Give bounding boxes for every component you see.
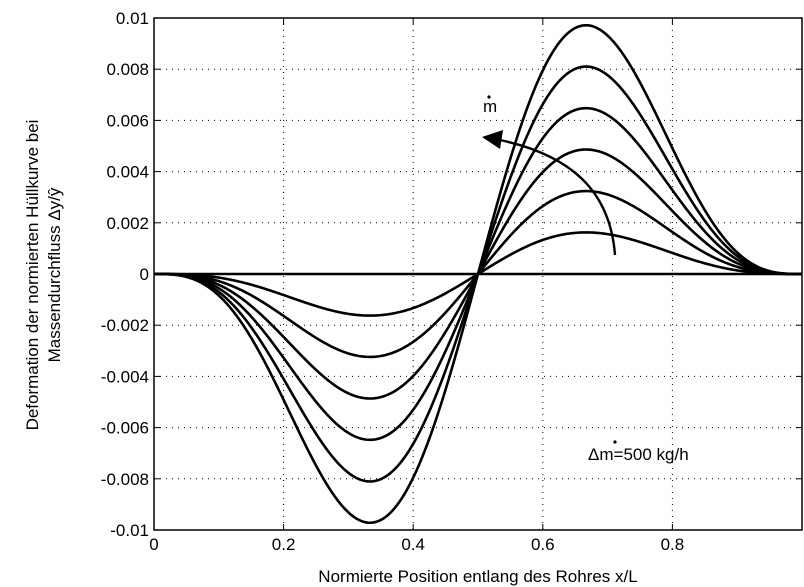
y-tick-label: -0.006 [101,419,149,438]
x-tick-label: 0.8 [661,535,685,554]
y-tick-label: 0 [140,265,149,284]
series-line-6 [154,23,802,525]
y-tick-label: -0.01 [110,521,149,540]
y-tick-labels: -0.01 -0.008 -0.006 -0.004 -0.002 0 0.002 0.004… [101,9,149,540]
y-tick-label: -0.004 [101,367,149,386]
y-tick-label: 0.006 [106,111,149,130]
x-axis-title: Normierte Position entlang des Rohres x/… [318,567,637,586]
mdot-label: m [483,97,497,116]
y-axis-title-line2: Massendurchfluss Δy/ŷ [45,187,64,362]
x-tick-labels: 0 0.2 0.4 0.6 0.8 [149,535,684,554]
x-tick-label: 0 [149,535,158,554]
y-tick-label: 0.004 [106,163,149,182]
x-tick-label: 0.2 [272,535,296,554]
mass-flow-arrow [499,138,617,256]
series-curves [154,23,802,525]
y-tick-label: -0.002 [101,316,149,335]
delta-mdot-dot [613,440,617,444]
y-tick-label: 0.002 [106,214,149,233]
y-tick-label: 0.008 [106,60,149,79]
y-axis-title-line1: Deformation der normierten Hüllkurve bei [23,120,42,431]
delta-mdot-label: Δm=500 kg/h [588,445,689,464]
x-tick-label: 0.4 [401,535,425,554]
y-tick-label: -0.008 [101,470,149,489]
x-tick-label: 0.6 [531,535,555,554]
axis-ticks [153,17,802,531]
mdot-dot [487,95,491,99]
mass-flow-arrowhead [482,130,503,149]
y-tick-label: 0.01 [116,9,149,28]
